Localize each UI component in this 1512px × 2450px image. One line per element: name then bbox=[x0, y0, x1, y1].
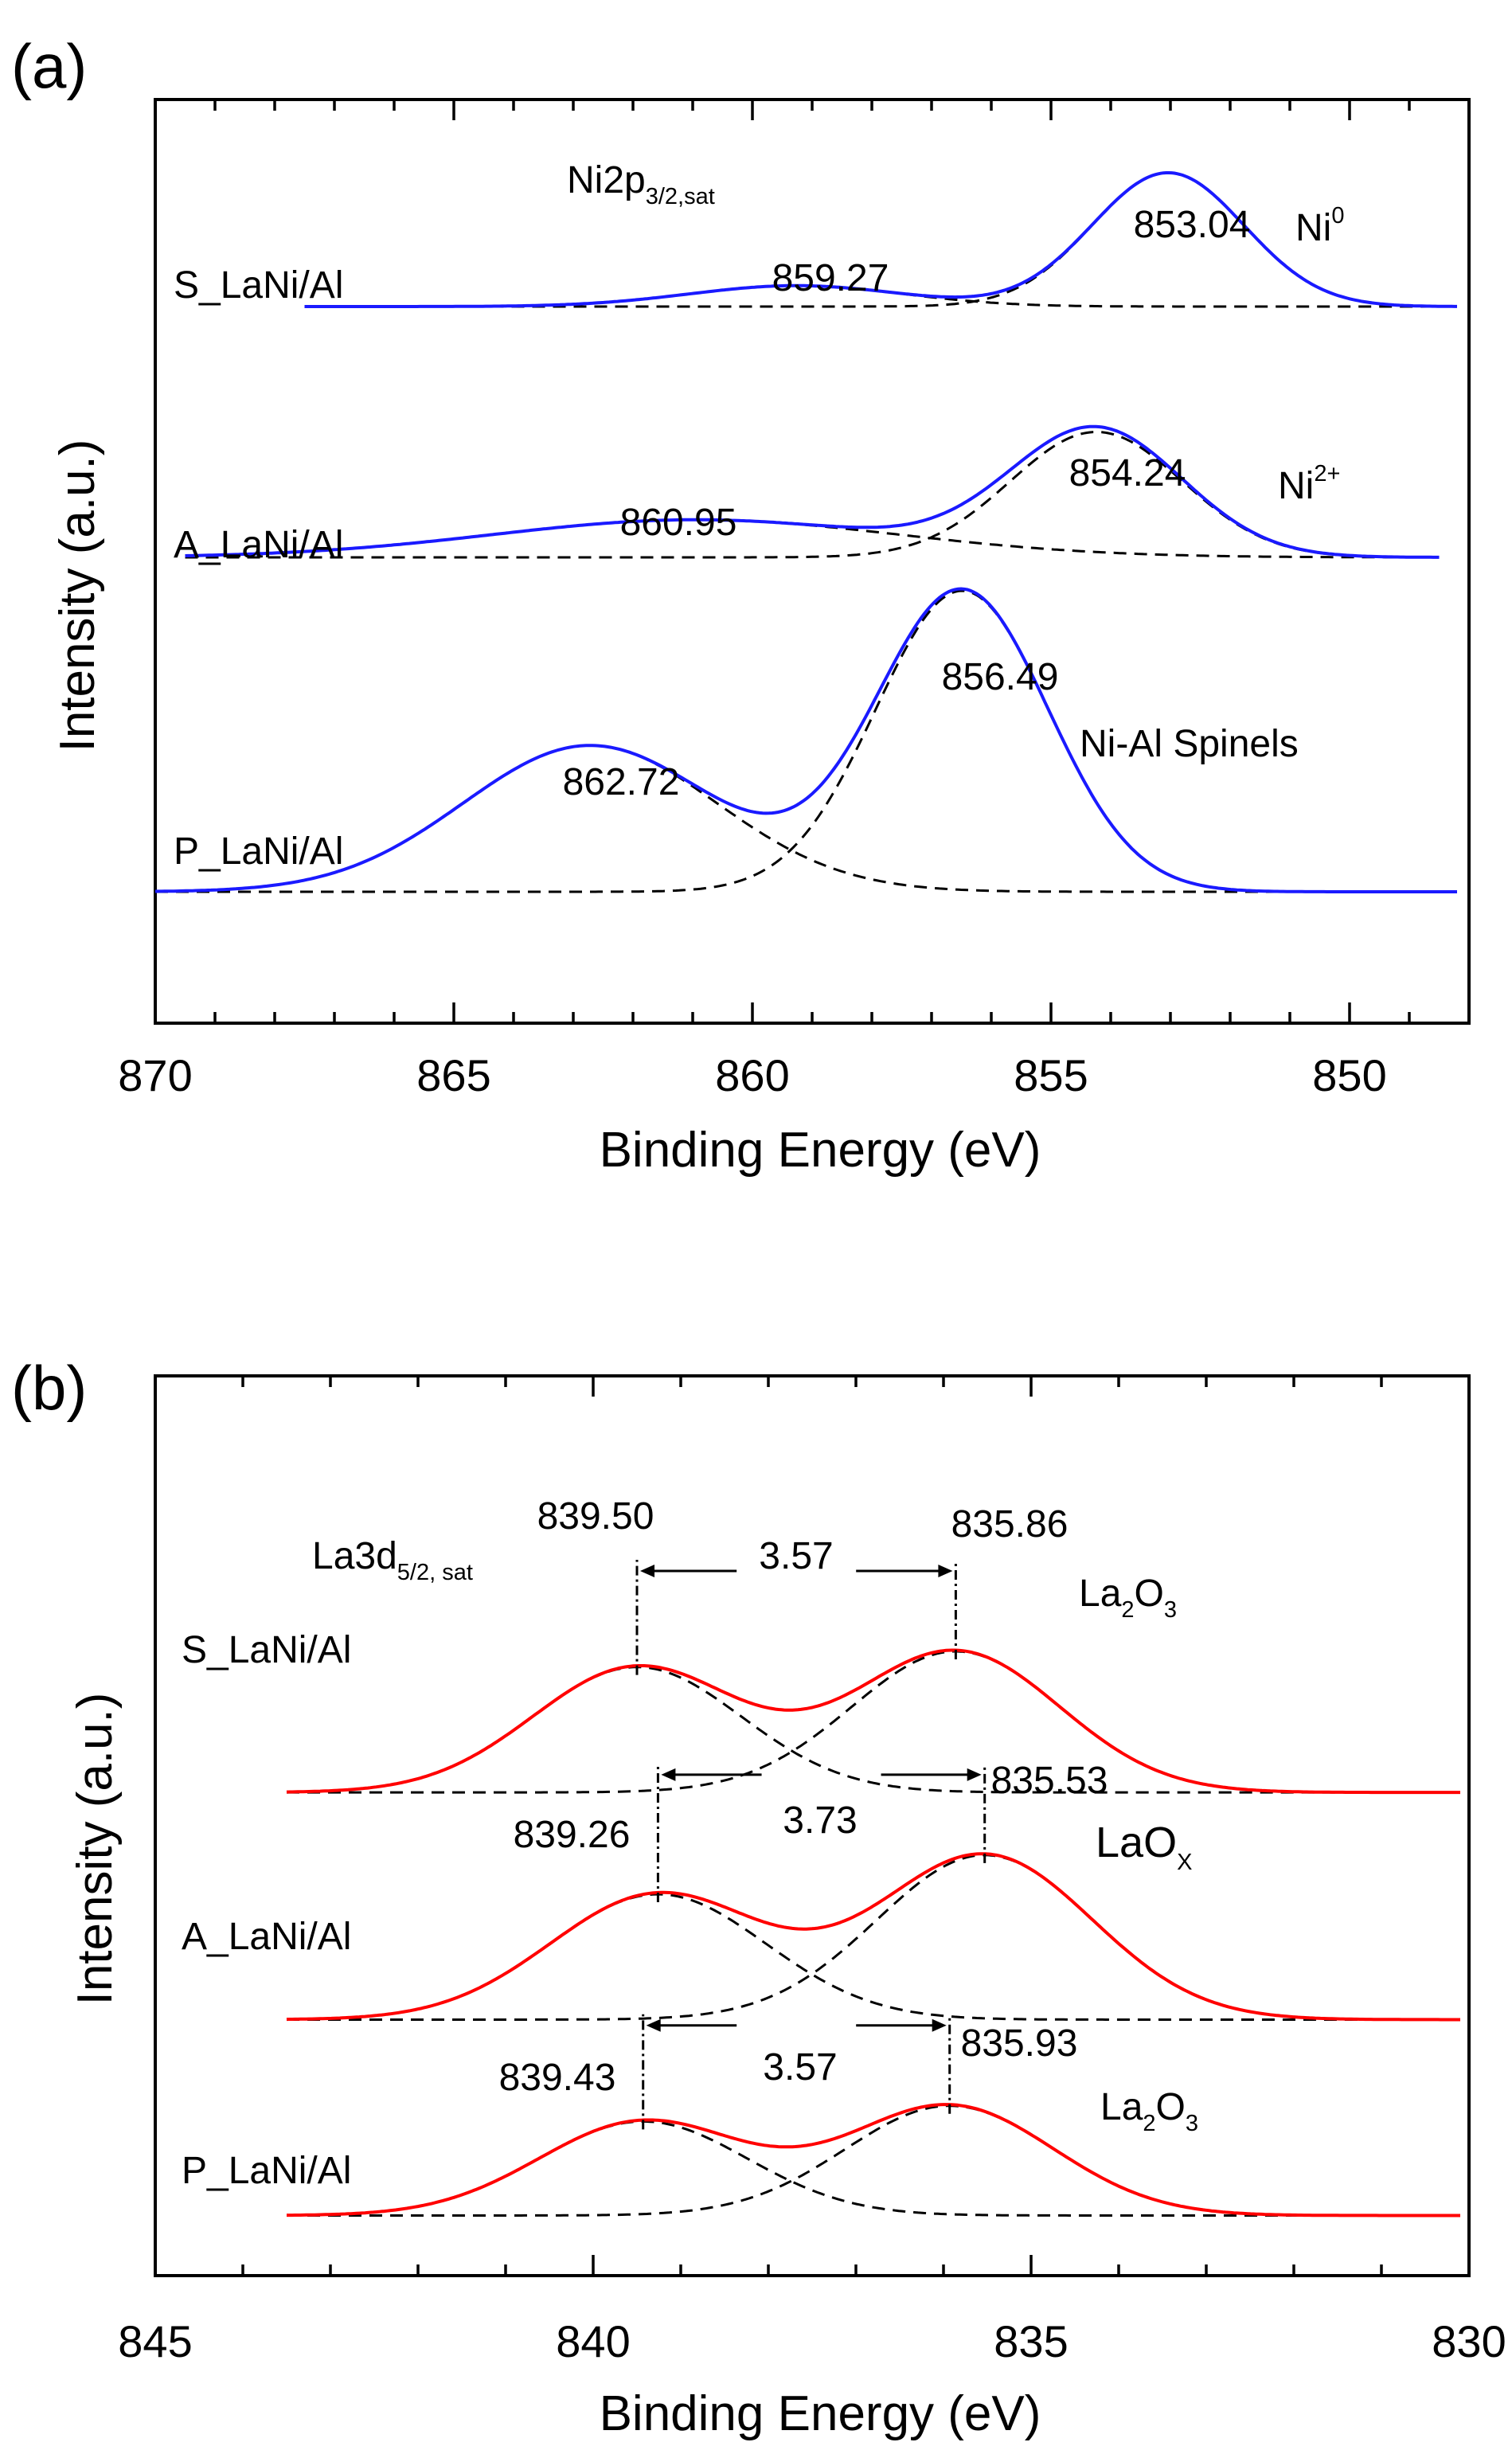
fit-peak-curve bbox=[287, 2120, 1460, 2217]
peak-label: 859.27 bbox=[772, 257, 889, 299]
peak-label: 862.72 bbox=[563, 761, 680, 803]
separation-arrow-head bbox=[640, 1565, 654, 1577]
panel-b-envelopes bbox=[286, 1648, 1460, 2218]
panel-b-series-name: S_LaNi/Al bbox=[182, 1629, 351, 1671]
envelope-curve bbox=[286, 1852, 1460, 2022]
panel-a-x-tick-labels: 870 865 860 855 850 bbox=[118, 1050, 1386, 1100]
x-tick-label: 830 bbox=[1432, 2316, 1506, 2366]
panel-b-frame bbox=[154, 1374, 1471, 2277]
peak-label: 835.53 bbox=[991, 1760, 1108, 1802]
panel-b-peak-markers bbox=[635, 1560, 987, 2130]
x-tick-label: 845 bbox=[118, 2316, 192, 2366]
peak-label: 839.26 bbox=[514, 1814, 631, 1856]
panel-b-series-name: A_LaNi/Al bbox=[182, 1916, 351, 1958]
separation-arrow-head bbox=[932, 2018, 947, 2032]
panel-a-series-name: A_LaNi/Al bbox=[174, 524, 343, 566]
envelope-curve bbox=[286, 1648, 1460, 1795]
fit-peak-curve bbox=[286, 1893, 1460, 2021]
separation-label: 3.57 bbox=[759, 1535, 833, 1577]
panel-a-x-axis-title: Binding Energy (eV) bbox=[600, 1123, 1041, 1178]
x-tick-label: 855 bbox=[1014, 1050, 1088, 1100]
panel-a-y-axis-title: Intensity (a.u.) bbox=[50, 440, 105, 752]
peak-label: 835.86 bbox=[951, 1503, 1069, 1545]
peak-label: 853.04 bbox=[1134, 204, 1251, 246]
panel-a-envelopes bbox=[154, 171, 1457, 893]
species-label: La2O3 bbox=[1079, 1573, 1177, 1623]
x-tick-label: 865 bbox=[416, 1050, 490, 1100]
separation-label: 3.57 bbox=[763, 2046, 837, 2089]
panel-a: (a) 870 865 860 855 850 Binding Energy (eV) … bbox=[11, 31, 1471, 1178]
panel-b-region-label: La3d5/2, sat bbox=[312, 1535, 473, 1585]
x-tick-label: 840 bbox=[556, 2316, 630, 2366]
panel-b: (b) 845 840 835 830 Binding Energy (eV) Int… bbox=[11, 1353, 1506, 2441]
panel-b-y-axis-title: Intensity (a.u.) bbox=[68, 1693, 123, 2006]
panel-b-series-name: P_LaNi/Al bbox=[182, 2150, 351, 2192]
fit-peak-curve bbox=[287, 1854, 1460, 2021]
peak-label: 839.50 bbox=[537, 1495, 654, 1538]
species-label: Ni0 bbox=[1295, 203, 1344, 249]
panel-a-frame bbox=[154, 98, 1471, 1025]
panel-a-label: (a) bbox=[11, 31, 87, 101]
x-tick-label: 850 bbox=[1312, 1050, 1386, 1100]
panel-a-series-name: S_LaNi/Al bbox=[174, 264, 343, 307]
separation-arrow-head bbox=[646, 2018, 661, 2032]
envelope-curve bbox=[185, 424, 1440, 559]
peak-label: 835.93 bbox=[961, 2022, 1078, 2065]
species-label: LaOX bbox=[1096, 1819, 1192, 1875]
separation-arrow-head bbox=[661, 1768, 676, 1781]
x-tick-label: 835 bbox=[994, 2316, 1068, 2366]
fit-peak-curve bbox=[286, 1666, 1460, 1794]
x-tick-label: 870 bbox=[118, 1050, 192, 1100]
envelope-curve bbox=[304, 171, 1457, 308]
panel-b-label: (b) bbox=[11, 1353, 87, 1423]
peak-label: 854.24 bbox=[1069, 452, 1186, 494]
species-label: Ni2+ bbox=[1278, 461, 1340, 507]
separation-arrow-head bbox=[967, 1768, 982, 1781]
fit-peak-curve bbox=[185, 430, 1440, 559]
panel-a-region-label: Ni2p3/2,sat bbox=[567, 159, 715, 209]
peak-label: 856.49 bbox=[942, 656, 1059, 698]
panel-b-x-ticks bbox=[154, 1376, 1471, 2276]
peak-label: 860.95 bbox=[620, 502, 737, 544]
panel-b-x-axis-title: Binding Energy (eV) bbox=[600, 2386, 1041, 2441]
x-tick-label: 860 bbox=[715, 1050, 789, 1100]
envelope-curve bbox=[154, 587, 1457, 893]
separation-label: 3.73 bbox=[783, 1799, 857, 1842]
species-label: La2O3 bbox=[1100, 2086, 1198, 2136]
species-label: Ni-Al Spinels bbox=[1080, 723, 1299, 765]
panel-b-x-tick-labels: 845 840 835 830 bbox=[118, 2316, 1506, 2366]
peak-label: 839.43 bbox=[499, 2057, 616, 2099]
fit-peak-curve bbox=[287, 1650, 1460, 1794]
panel-b-fit-curves bbox=[286, 1650, 1460, 2217]
panel-a-series-name: P_LaNi/Al bbox=[174, 830, 343, 873]
fit-peak-curve bbox=[154, 744, 1457, 893]
envelope-curve bbox=[287, 2103, 1460, 2218]
separation-arrow-head bbox=[938, 1565, 953, 1577]
panel-a-x-ticks bbox=[154, 100, 1471, 1023]
